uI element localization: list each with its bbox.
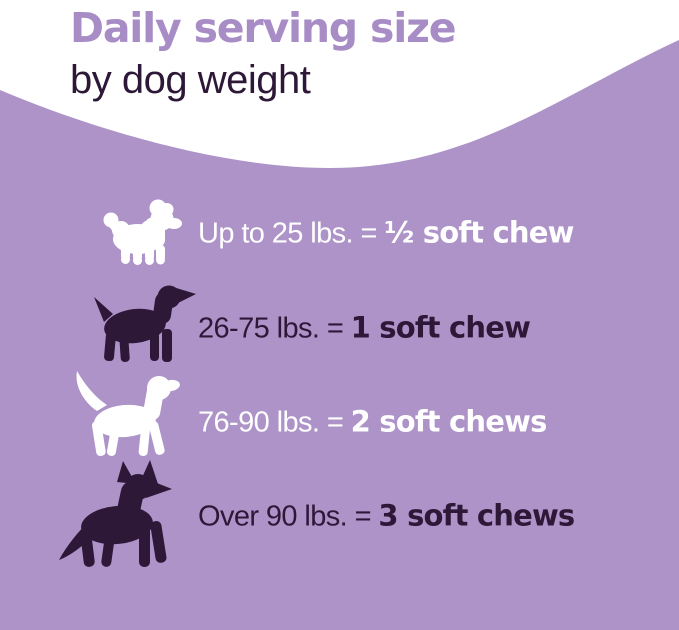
spaniel-icon <box>93 282 197 364</box>
header-curve-background <box>0 0 679 168</box>
serving-amount-4: 3 soft chews <box>378 498 575 533</box>
serving-row-1: Up to 25 lbs. = ½ soft chew <box>198 216 574 251</box>
header: Daily serving size by dog weight <box>70 0 457 103</box>
serving-row-3: 76-90 lbs. = 2 soft chews <box>198 405 547 440</box>
retriever-icon <box>67 369 189 459</box>
weight-range-2: 26-75 lbs. = <box>198 312 351 345</box>
weight-range-1: Up to 25 lbs. = <box>198 217 385 250</box>
page-subtitle: by dog weight <box>70 58 311 103</box>
page-title: Daily serving size <box>70 4 457 52</box>
weight-range-4: Over 90 lbs. = <box>198 500 379 533</box>
poodle-icon <box>100 199 190 265</box>
weight-range-3: 76-90 lbs. = <box>198 406 351 439</box>
shepherd-icon <box>57 459 199 569</box>
serving-row-2: 26-75 lbs. = 1 soft chew <box>198 310 531 346</box>
serving-row-4: Over 90 lbs. = 3 soft chews <box>198 498 575 534</box>
serving-amount-3: 2 soft chews <box>350 404 548 439</box>
serving-amount-1: ½ soft chew <box>384 215 574 250</box>
serving-amount-2: 1 soft chew <box>350 310 531 345</box>
